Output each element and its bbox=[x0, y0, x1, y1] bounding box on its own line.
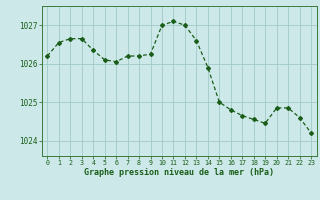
X-axis label: Graphe pression niveau de la mer (hPa): Graphe pression niveau de la mer (hPa) bbox=[84, 168, 274, 177]
